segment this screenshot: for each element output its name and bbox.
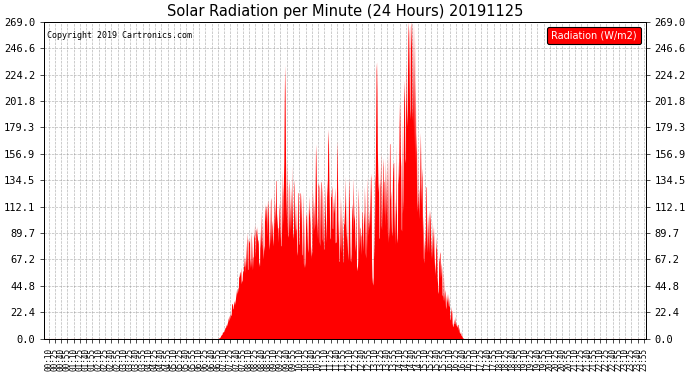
Title: Solar Radiation per Minute (24 Hours) 20191125: Solar Radiation per Minute (24 Hours) 20… [167, 4, 523, 19]
Text: Copyright 2019 Cartronics.com: Copyright 2019 Cartronics.com [48, 31, 193, 40]
Legend: Radiation (W/m2): Radiation (W/m2) [547, 27, 641, 44]
